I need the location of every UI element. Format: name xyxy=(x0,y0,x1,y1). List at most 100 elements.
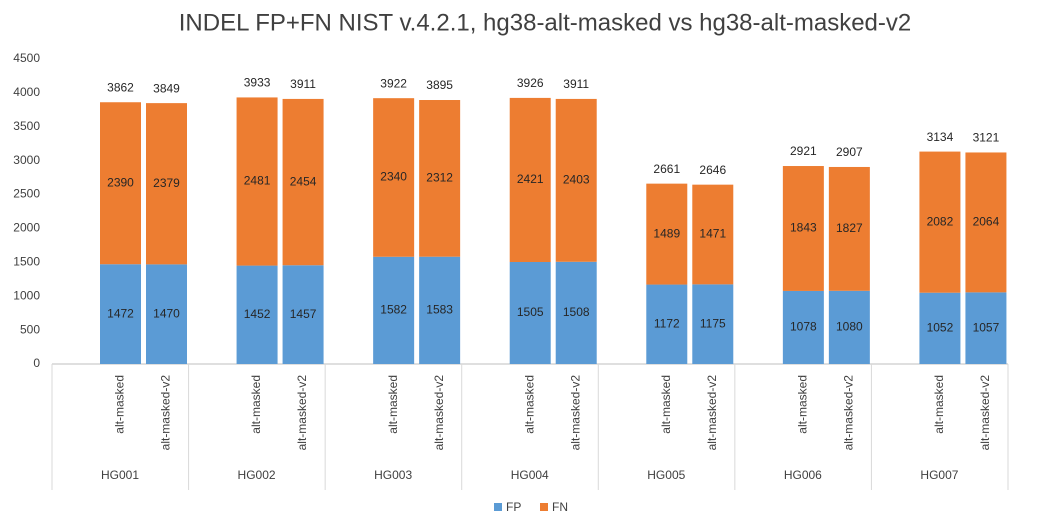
data-label: 1827 xyxy=(836,221,863,235)
bar-segment xyxy=(100,264,141,364)
total-label: 3862 xyxy=(107,80,134,94)
bar-segment xyxy=(646,183,688,285)
y-tick-label: 500 xyxy=(20,322,40,336)
bar-segment xyxy=(555,98,597,262)
data-label: 2481 xyxy=(244,174,271,188)
total-label: 3849 xyxy=(153,81,180,95)
data-label: 1452 xyxy=(244,307,271,321)
x-tick-label: alt-masked-v2 xyxy=(568,375,582,451)
data-label: 2390 xyxy=(107,175,134,189)
group-label: HG005 xyxy=(647,468,685,482)
x-tick-label: alt-masked xyxy=(932,375,946,434)
bar-segment xyxy=(282,265,324,364)
data-label: 1080 xyxy=(836,320,863,334)
data-label: 1489 xyxy=(653,226,680,240)
total-label: 3922 xyxy=(380,76,407,90)
bar-segment xyxy=(236,265,278,364)
data-label: 1052 xyxy=(927,321,954,335)
x-tick-label: alt-masked-v2 xyxy=(978,375,992,451)
data-label: 2082 xyxy=(927,214,954,228)
bar-segment xyxy=(782,290,824,364)
data-label: 1472 xyxy=(107,306,134,320)
bar-segment xyxy=(965,292,1007,364)
x-tick-label: alt-masked xyxy=(659,375,673,434)
data-label: 1505 xyxy=(517,305,544,319)
total-label: 2921 xyxy=(790,144,817,158)
x-tick-label: alt-masked-v2 xyxy=(159,375,173,451)
x-tick-label: alt-masked-v2 xyxy=(705,375,719,451)
data-label: 2064 xyxy=(973,215,1000,229)
group-label: HG007 xyxy=(920,468,958,482)
data-label: 2403 xyxy=(563,173,590,187)
data-label: 1471 xyxy=(699,227,726,241)
bar-segment xyxy=(692,284,734,364)
x-tick-label: alt-masked-v2 xyxy=(432,375,446,451)
y-tick-label: 4500 xyxy=(13,51,40,65)
data-label: 1843 xyxy=(790,221,817,235)
total-label: 3911 xyxy=(563,77,589,91)
data-label: 1078 xyxy=(790,320,817,334)
data-label: 1583 xyxy=(426,303,453,317)
bar-segment xyxy=(555,261,597,364)
data-label: 1470 xyxy=(153,306,180,320)
group-label: HG004 xyxy=(511,468,549,482)
total-label: 2646 xyxy=(699,163,726,177)
y-tick-label: 3500 xyxy=(13,119,40,133)
bar-segment xyxy=(419,100,461,257)
bar-segment xyxy=(146,264,187,364)
total-label: 3926 xyxy=(517,76,544,90)
bar-segment xyxy=(282,98,324,266)
bar-segment xyxy=(782,166,824,291)
group-label: HG001 xyxy=(101,468,139,482)
bar-segment xyxy=(509,97,551,262)
bar-segment xyxy=(509,261,551,364)
y-tick-label: 2000 xyxy=(13,221,40,235)
bar-segment xyxy=(828,290,870,364)
legend-label: FN xyxy=(552,500,568,514)
bar-segment xyxy=(646,284,688,364)
legend-label: FP xyxy=(506,500,521,514)
data-label: 2454 xyxy=(290,174,317,188)
total-label: 3933 xyxy=(244,76,271,90)
bar-segment xyxy=(236,97,278,266)
y-tick-label: 0 xyxy=(33,356,40,370)
group-label: HG006 xyxy=(784,468,822,482)
legend-swatch xyxy=(494,503,502,511)
data-label: 1175 xyxy=(700,316,726,330)
bar-segment xyxy=(919,292,961,364)
group-label: HG002 xyxy=(238,468,276,482)
bar-segment xyxy=(373,98,415,257)
y-tick-label: 1500 xyxy=(13,255,40,269)
bar-segment xyxy=(965,152,1007,293)
x-tick-label: alt-masked xyxy=(249,375,263,434)
data-label: 1057 xyxy=(973,320,1000,334)
x-tick-label: alt-masked xyxy=(386,375,400,434)
total-label: 3121 xyxy=(973,131,1000,145)
x-tick-label: alt-masked xyxy=(796,375,810,434)
total-label: 2661 xyxy=(653,162,680,176)
x-tick-label: alt-masked xyxy=(113,375,127,434)
x-tick-label: alt-masked xyxy=(522,375,536,434)
chart-title: INDEL FP+FN NIST v.4.2.1, hg38-alt-maske… xyxy=(179,9,912,36)
data-label: 1457 xyxy=(290,307,317,321)
bar-segment xyxy=(419,256,461,364)
total-label: 3911 xyxy=(290,77,316,91)
bar-segment xyxy=(828,166,870,291)
y-tick-label: 1000 xyxy=(13,288,40,302)
y-tick-label: 3000 xyxy=(13,153,40,167)
bar-segment xyxy=(919,151,961,293)
group-label: HG003 xyxy=(374,468,412,482)
bar-segment xyxy=(100,102,141,265)
data-label: 2340 xyxy=(380,170,407,184)
y-tick-label: 2500 xyxy=(13,187,40,201)
legend-swatch xyxy=(540,503,548,511)
data-label: 1172 xyxy=(654,316,680,330)
bar-segment xyxy=(146,103,187,265)
total-label: 3895 xyxy=(426,78,453,92)
bar-segment xyxy=(692,184,734,285)
data-label: 1508 xyxy=(563,305,590,319)
data-label: 1582 xyxy=(380,303,407,317)
data-label: 2379 xyxy=(153,176,180,190)
